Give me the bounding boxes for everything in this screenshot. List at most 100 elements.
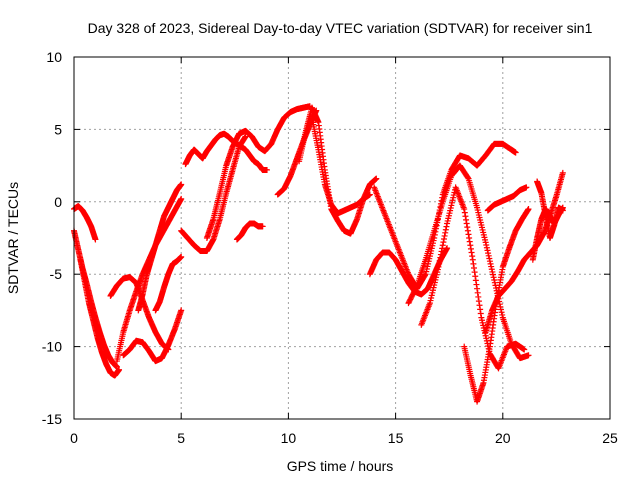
data-point [263,166,270,173]
series-arc-12 [233,220,266,243]
data-point [92,236,99,243]
series-arc-18 [405,162,532,362]
data-point [463,220,470,227]
data-point [468,249,475,256]
x-tick-label: 20 [495,430,511,446]
series-arc-2 [71,203,99,243]
y-tick-label: -5 [50,266,63,282]
series-arc-10 [178,133,249,255]
data-point [438,248,445,255]
data-point [461,209,468,216]
data-point [482,239,489,246]
x-tick-label: 15 [388,430,404,446]
data-point [473,281,480,288]
data-point [559,207,566,214]
data-point [486,258,493,265]
data-point [437,254,444,261]
data-point [437,251,444,258]
data-point [497,303,504,310]
data-point [439,245,446,252]
data-point [499,311,506,318]
data-point [443,223,450,230]
data-point [472,277,479,284]
data-point [488,263,495,270]
data-point [242,133,249,140]
y-tick-label: 0 [54,194,62,210]
data-point [497,306,504,313]
data-point [484,247,491,254]
series-arc-6 [120,307,185,365]
data-point [498,309,505,316]
x-tick-label: 10 [281,430,297,446]
x-axis-label: GPS time / hours [287,458,394,474]
data-point [474,285,481,292]
series-arc-1 [71,227,120,370]
chart-title: Day 328 of 2023, Sidereal Day-to-day VTE… [88,20,593,36]
data-point [366,191,373,198]
y-axis-label: SDTVAR / TECUs [5,182,21,294]
series-arc-17 [371,140,519,292]
data-point [469,253,476,260]
data-point [440,239,447,246]
data-point [436,257,443,264]
series-arc-11 [203,103,313,241]
data-point [483,242,490,249]
data-point [475,298,482,305]
data-point [477,306,484,313]
data-point [469,256,476,263]
data-point [559,169,566,176]
data-point [523,184,530,191]
data-point [512,149,519,156]
data-point [435,263,442,270]
data-point [442,229,449,236]
series-arc-7 [135,181,185,314]
series-arc-21 [484,184,530,214]
y-tick-label: -15 [42,411,62,427]
y-tick-label: 10 [46,49,62,65]
data-point [483,244,490,251]
data-point [491,279,498,286]
data-point [441,232,448,239]
data-point [178,181,185,188]
data-point [422,272,429,279]
data-point [485,250,492,257]
data-point [116,366,123,373]
series-arc-20 [461,206,532,405]
data-point [521,346,528,353]
plot-frame [73,56,611,420]
series-arc-14 [296,104,380,237]
data-point [471,264,478,271]
data-point [488,266,495,273]
data-point [178,253,185,260]
data-point [487,260,494,267]
data-point [490,274,497,281]
data-point [477,310,484,317]
data-point [461,206,468,213]
data-point [525,206,532,213]
data-point [436,260,443,267]
data-point [178,307,185,314]
data-point [439,242,446,249]
tick-labels: 0 5 10 15 20 25 -15 -10 -5 0 5 10 [42,49,618,446]
data-point [466,238,473,245]
data-point [485,252,492,259]
data-point [413,284,420,291]
data-point [465,231,472,238]
data-point [475,293,482,300]
data-point [486,255,493,262]
data-point [489,271,496,278]
data-point [462,213,469,220]
data-point [259,223,266,230]
data-point [463,216,470,223]
data-point [466,235,473,241]
data-point [442,226,449,233]
tick-marks [73,56,611,420]
data-point [472,273,479,280]
y-tick-label: -10 [42,339,62,355]
data-point [491,276,498,283]
series-arc-24 [534,178,566,241]
data-point [467,245,474,252]
y-tick-label: 5 [54,121,62,137]
data-point [470,260,477,267]
